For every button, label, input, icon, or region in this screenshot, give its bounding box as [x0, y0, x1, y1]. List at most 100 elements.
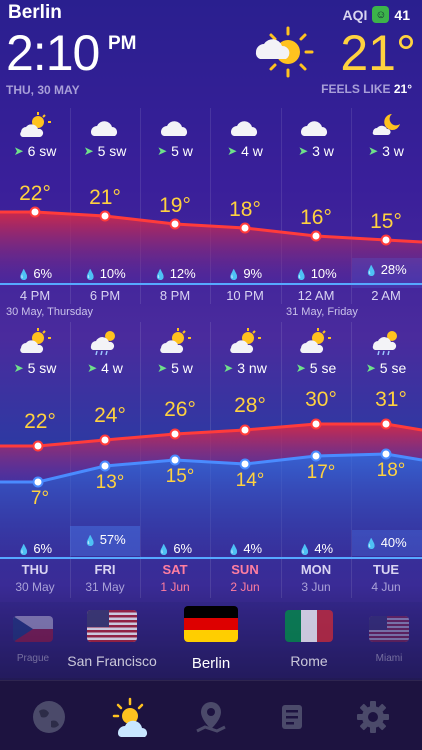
daily-low: 15° [165, 466, 195, 487]
daily-rain: 💧 4% [227, 541, 263, 556]
daily-wind: ➤ 3 nw [210, 360, 280, 376]
day-label: FRI [94, 562, 116, 577]
hourly-date-left: 30 May, Thursday [6, 306, 94, 318]
day-date: 4 Jun [371, 580, 401, 594]
city-san-francisco[interactable]: San Francisco [64, 610, 160, 669]
hourly-wind: ➤ 3 w [351, 143, 421, 159]
usa-flag-icon [369, 616, 409, 642]
day-label: SAT [162, 562, 188, 577]
wind-value: 4 w [241, 143, 263, 159]
hourly-cloud-icon [230, 121, 257, 136]
time-ampm: PM [108, 33, 137, 54]
hourly-rain: 💧 28% [365, 262, 407, 277]
map-icon [196, 702, 226, 733]
city-rome[interactable]: Rome [274, 610, 344, 669]
hourly-cloud-icon [90, 121, 117, 136]
daily-rain-cloud-icon [372, 331, 397, 356]
daily-wind: ➤ 5 sw [0, 360, 70, 376]
hourly-time: 4 PM [19, 288, 51, 303]
daily-high: 28° [234, 394, 266, 417]
daily-high: 30° [305, 388, 337, 411]
day-label: THU [21, 562, 49, 577]
hourly-temp: 16° [300, 206, 332, 229]
usa-flag-icon [87, 610, 137, 642]
daily-rain: 💧 6% [17, 541, 53, 556]
raindrop-icon: 💧 [157, 545, 171, 556]
daily-sun-cloud-icon [20, 328, 51, 353]
city-name: Miami [375, 653, 403, 664]
aqi-value: 41 [394, 6, 410, 23]
city-berlin[interactable]: Berlin [176, 606, 246, 672]
hourly-time: 8 PM [159, 288, 191, 303]
daily-high: 24° [94, 404, 126, 427]
hourly-forecast[interactable] [0, 108, 422, 304]
raindrop-icon: 💧 [227, 545, 241, 556]
wind-arrow-icon: ➤ [298, 144, 309, 158]
wind-value: 5 se [309, 360, 337, 376]
feels-like-label: FEELS LIKE [321, 82, 391, 96]
city-name: Berlin [191, 655, 231, 672]
day-date: 2 Jun [230, 580, 260, 594]
daily-high: 26° [164, 398, 196, 421]
city-prague[interactable]: Prague [8, 616, 58, 664]
hourly-wind: ➤ 4 w [210, 143, 280, 159]
feels-like: FEELS LIKE 21° [321, 82, 412, 96]
wind-value: 5 w [171, 360, 193, 376]
daily-wind: ➤ 4 w [70, 360, 140, 376]
wind-value: 4 w [101, 360, 123, 376]
wind-value: 5 sw [27, 360, 57, 376]
hourly-rain: 💧 10% [295, 266, 337, 281]
hourly-wind: ➤ 5 w [140, 143, 210, 159]
city-name: Prague [16, 653, 50, 664]
daily-rain: 💧 57% [84, 532, 126, 547]
daily-low: 13° [95, 472, 125, 493]
wind-arrow-icon: ➤ [365, 361, 376, 375]
daily-wind: ➤ 5 se [281, 360, 351, 376]
hourly-wind: ➤ 6 sw [0, 143, 70, 159]
wind-arrow-icon: ➤ [13, 361, 24, 375]
daily-sun-cloud-icon [230, 328, 261, 353]
daily-high: 31° [375, 388, 407, 411]
hourly-time: 2 AM [371, 288, 401, 303]
tab-news[interactable] [270, 695, 314, 739]
raindrop-icon: 💧 [17, 270, 31, 281]
raindrop-icon: 💧 [84, 536, 97, 547]
wind-arrow-icon: ➤ [295, 361, 306, 375]
daily-wind: ➤ 5 w [140, 360, 210, 376]
day-date: 31 May [85, 580, 125, 594]
partly-sunny-icon [255, 26, 314, 78]
hourly-time: 12 AM [297, 288, 335, 303]
current-date: THU, 30 MAY [6, 83, 80, 97]
wind-arrow-icon: ➤ [87, 361, 98, 375]
day-date: 30 May [15, 580, 55, 594]
wind-arrow-icon: ➤ [157, 144, 168, 158]
hourly-rain: 💧 12% [154, 266, 196, 281]
hourly-temp: 19° [159, 194, 191, 217]
aqi-indicator[interactable]: AQI ☺ 41 [343, 6, 410, 23]
hourly-rain: 💧 10% [84, 266, 126, 281]
wind-arrow-icon: ➤ [368, 144, 379, 158]
tab-globe[interactable] [27, 695, 71, 739]
raindrop-icon: 💧 [298, 545, 312, 556]
tab-map[interactable] [189, 695, 233, 739]
hourly-wind: ➤ 5 sw [70, 143, 140, 159]
tab-settings[interactable] [351, 695, 395, 739]
wind-value: 3 w [382, 143, 404, 159]
city-name: Rome [290, 653, 328, 669]
wind-value: 3 w [312, 143, 334, 159]
tab-weather[interactable] [108, 695, 152, 739]
daily-high: 22° [24, 410, 56, 433]
city-selector[interactable]: Prague San Francisco Berlin Rome Miami [0, 602, 422, 678]
raindrop-icon: 💧 [365, 266, 378, 277]
city-miami[interactable]: Miami [364, 616, 414, 664]
wind-arrow-icon: ➤ [223, 361, 234, 375]
wind-value: 5 sw [97, 143, 127, 159]
day-label: MON [300, 562, 332, 577]
hourly-moon-cloud-icon [372, 114, 400, 136]
current-time: 2:10 [6, 25, 100, 81]
news-icon [282, 705, 302, 729]
hourly-temp: 21° [89, 186, 121, 209]
wind-value: 6 sw [27, 143, 57, 159]
germany-flag-icon [184, 606, 238, 642]
daily-low: 14° [235, 470, 265, 491]
